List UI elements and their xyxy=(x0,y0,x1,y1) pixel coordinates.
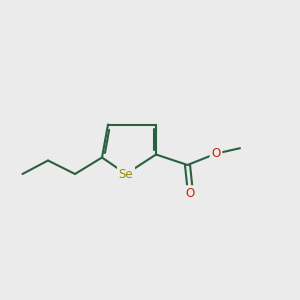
Text: O: O xyxy=(212,147,220,160)
Text: Se: Se xyxy=(119,167,133,181)
Text: O: O xyxy=(186,187,195,200)
